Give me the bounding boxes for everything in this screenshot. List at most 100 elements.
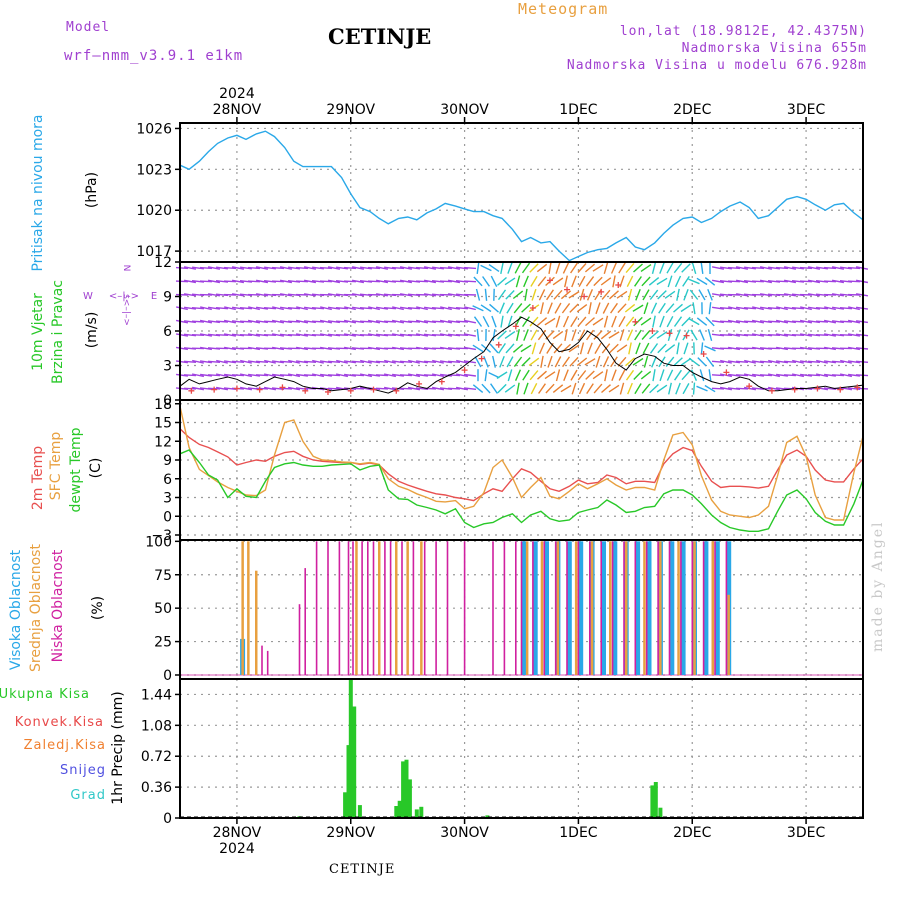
y-tick-label: 1020: [136, 203, 172, 219]
wind-barb: [484, 369, 488, 382]
wind-barb: [704, 384, 716, 393]
wind-barb: [537, 276, 547, 287]
wind-barb: [399, 306, 413, 310]
wind-barb: [343, 333, 357, 337]
wind-barb: [673, 316, 683, 327]
wind-barb: [705, 356, 715, 368]
precip-bar: [357, 805, 362, 818]
wind-barb: [577, 316, 587, 327]
wind-barb: [585, 370, 595, 380]
wind-barb: [767, 320, 781, 323]
wind-gust-marker: [598, 288, 605, 295]
wind-barb: [633, 370, 643, 380]
bottom-day-label: 29NOV: [326, 825, 375, 841]
wind-barb: [743, 307, 757, 310]
wind-barb: [223, 346, 237, 351]
wind-barb: [271, 280, 285, 283]
wind-barb: [815, 307, 829, 310]
low-cloud-bar: [298, 604, 301, 675]
y-tick-label: 1026: [136, 121, 172, 137]
precip-bar: [401, 761, 406, 818]
wind-barb: [319, 266, 333, 270]
y-tick-label: 6: [163, 324, 172, 340]
wind-barb: [700, 342, 704, 355]
low-cloud-bar: [515, 541, 517, 675]
wind-barb: [783, 374, 797, 377]
wind-barb: [263, 386, 277, 391]
wind-barb: [529, 370, 539, 381]
wind-barb: [783, 360, 797, 363]
wind-barb: [239, 320, 253, 323]
wind-barb: [807, 360, 821, 363]
wind-barb: [474, 356, 482, 368]
high-cloud-bar: [635, 541, 641, 675]
wind-barb: [807, 293, 821, 297]
low-cloud-bar: [714, 541, 716, 675]
wind-barb: [327, 306, 341, 310]
wind-barb: [431, 334, 445, 336]
wind-barb: [391, 333, 405, 337]
wind-barb: [506, 356, 514, 368]
bottom-day-label: 1DEC: [559, 825, 598, 841]
wind-gust-marker: [768, 387, 775, 394]
wind-barb: [399, 266, 413, 270]
wind-barb: [255, 306, 269, 310]
wind-barb: [367, 333, 381, 337]
meteogram-title: Meteogram: [518, 0, 609, 18]
wind-barb: [688, 317, 700, 326]
wind-barb: [447, 360, 461, 363]
wind-barb: [727, 319, 741, 324]
wind-barb: [271, 266, 285, 270]
wind-barb: [719, 320, 733, 323]
wind-barb: [775, 346, 789, 351]
wind-barb: [263, 320, 277, 323]
wind-barb: [641, 383, 651, 394]
top-day-label: 2DEC: [673, 102, 712, 118]
wind-barb: [247, 346, 261, 351]
y-tick-label: 12: [154, 255, 172, 271]
mid-cloud-bar: [525, 541, 529, 675]
wind-barb: [791, 320, 805, 323]
model-label: Model: [66, 20, 111, 35]
wind-barb: [327, 360, 341, 363]
wind-barb: [537, 329, 547, 341]
wind-barb: [666, 262, 674, 274]
wind-gust-marker: [279, 384, 286, 391]
wind-barb: [735, 374, 749, 377]
wind-barb: [664, 344, 676, 353]
wind-barb: [633, 263, 643, 273]
wind-barb: [727, 280, 741, 283]
wind-barb: [586, 329, 594, 341]
wind-barb: [507, 262, 513, 274]
mid-cloud-bar: [247, 541, 250, 675]
wind-barb: [399, 279, 413, 284]
wind-barb: [191, 307, 205, 310]
wind-barb: [483, 355, 489, 368]
wind-barb: [547, 355, 553, 368]
wind-barb: [423, 306, 437, 310]
wind-barb: [529, 263, 539, 273]
model-elevation-label: Nadmorska Visina u modelu 676.928m: [566, 58, 867, 73]
wind-barb: [367, 266, 381, 270]
low-cloud-bar: [327, 541, 329, 675]
wind-barb: [279, 306, 293, 310]
wind-barb: [538, 342, 546, 355]
y-tick-label: −3: [151, 528, 172, 544]
wind-barb: [839, 334, 853, 336]
wind-barb: [603, 262, 609, 274]
wind-barb: [215, 307, 229, 310]
wind-barb: [799, 280, 813, 283]
wind-barb: [255, 279, 269, 284]
wind-barb: [799, 266, 813, 270]
high-cloud-bar: [646, 541, 652, 675]
wind-barb: [658, 302, 666, 314]
wind-barb: [707, 288, 713, 301]
wind-barb: [482, 315, 490, 328]
wind-panel-label: 10m Vjetar: [30, 293, 46, 371]
wind-barb: [831, 360, 845, 363]
wind-barb: [752, 306, 764, 311]
wind-barb: [455, 386, 469, 391]
wind-barb: [751, 266, 765, 270]
high-cloud-bar: [714, 541, 720, 675]
wind-barb: [504, 331, 516, 339]
